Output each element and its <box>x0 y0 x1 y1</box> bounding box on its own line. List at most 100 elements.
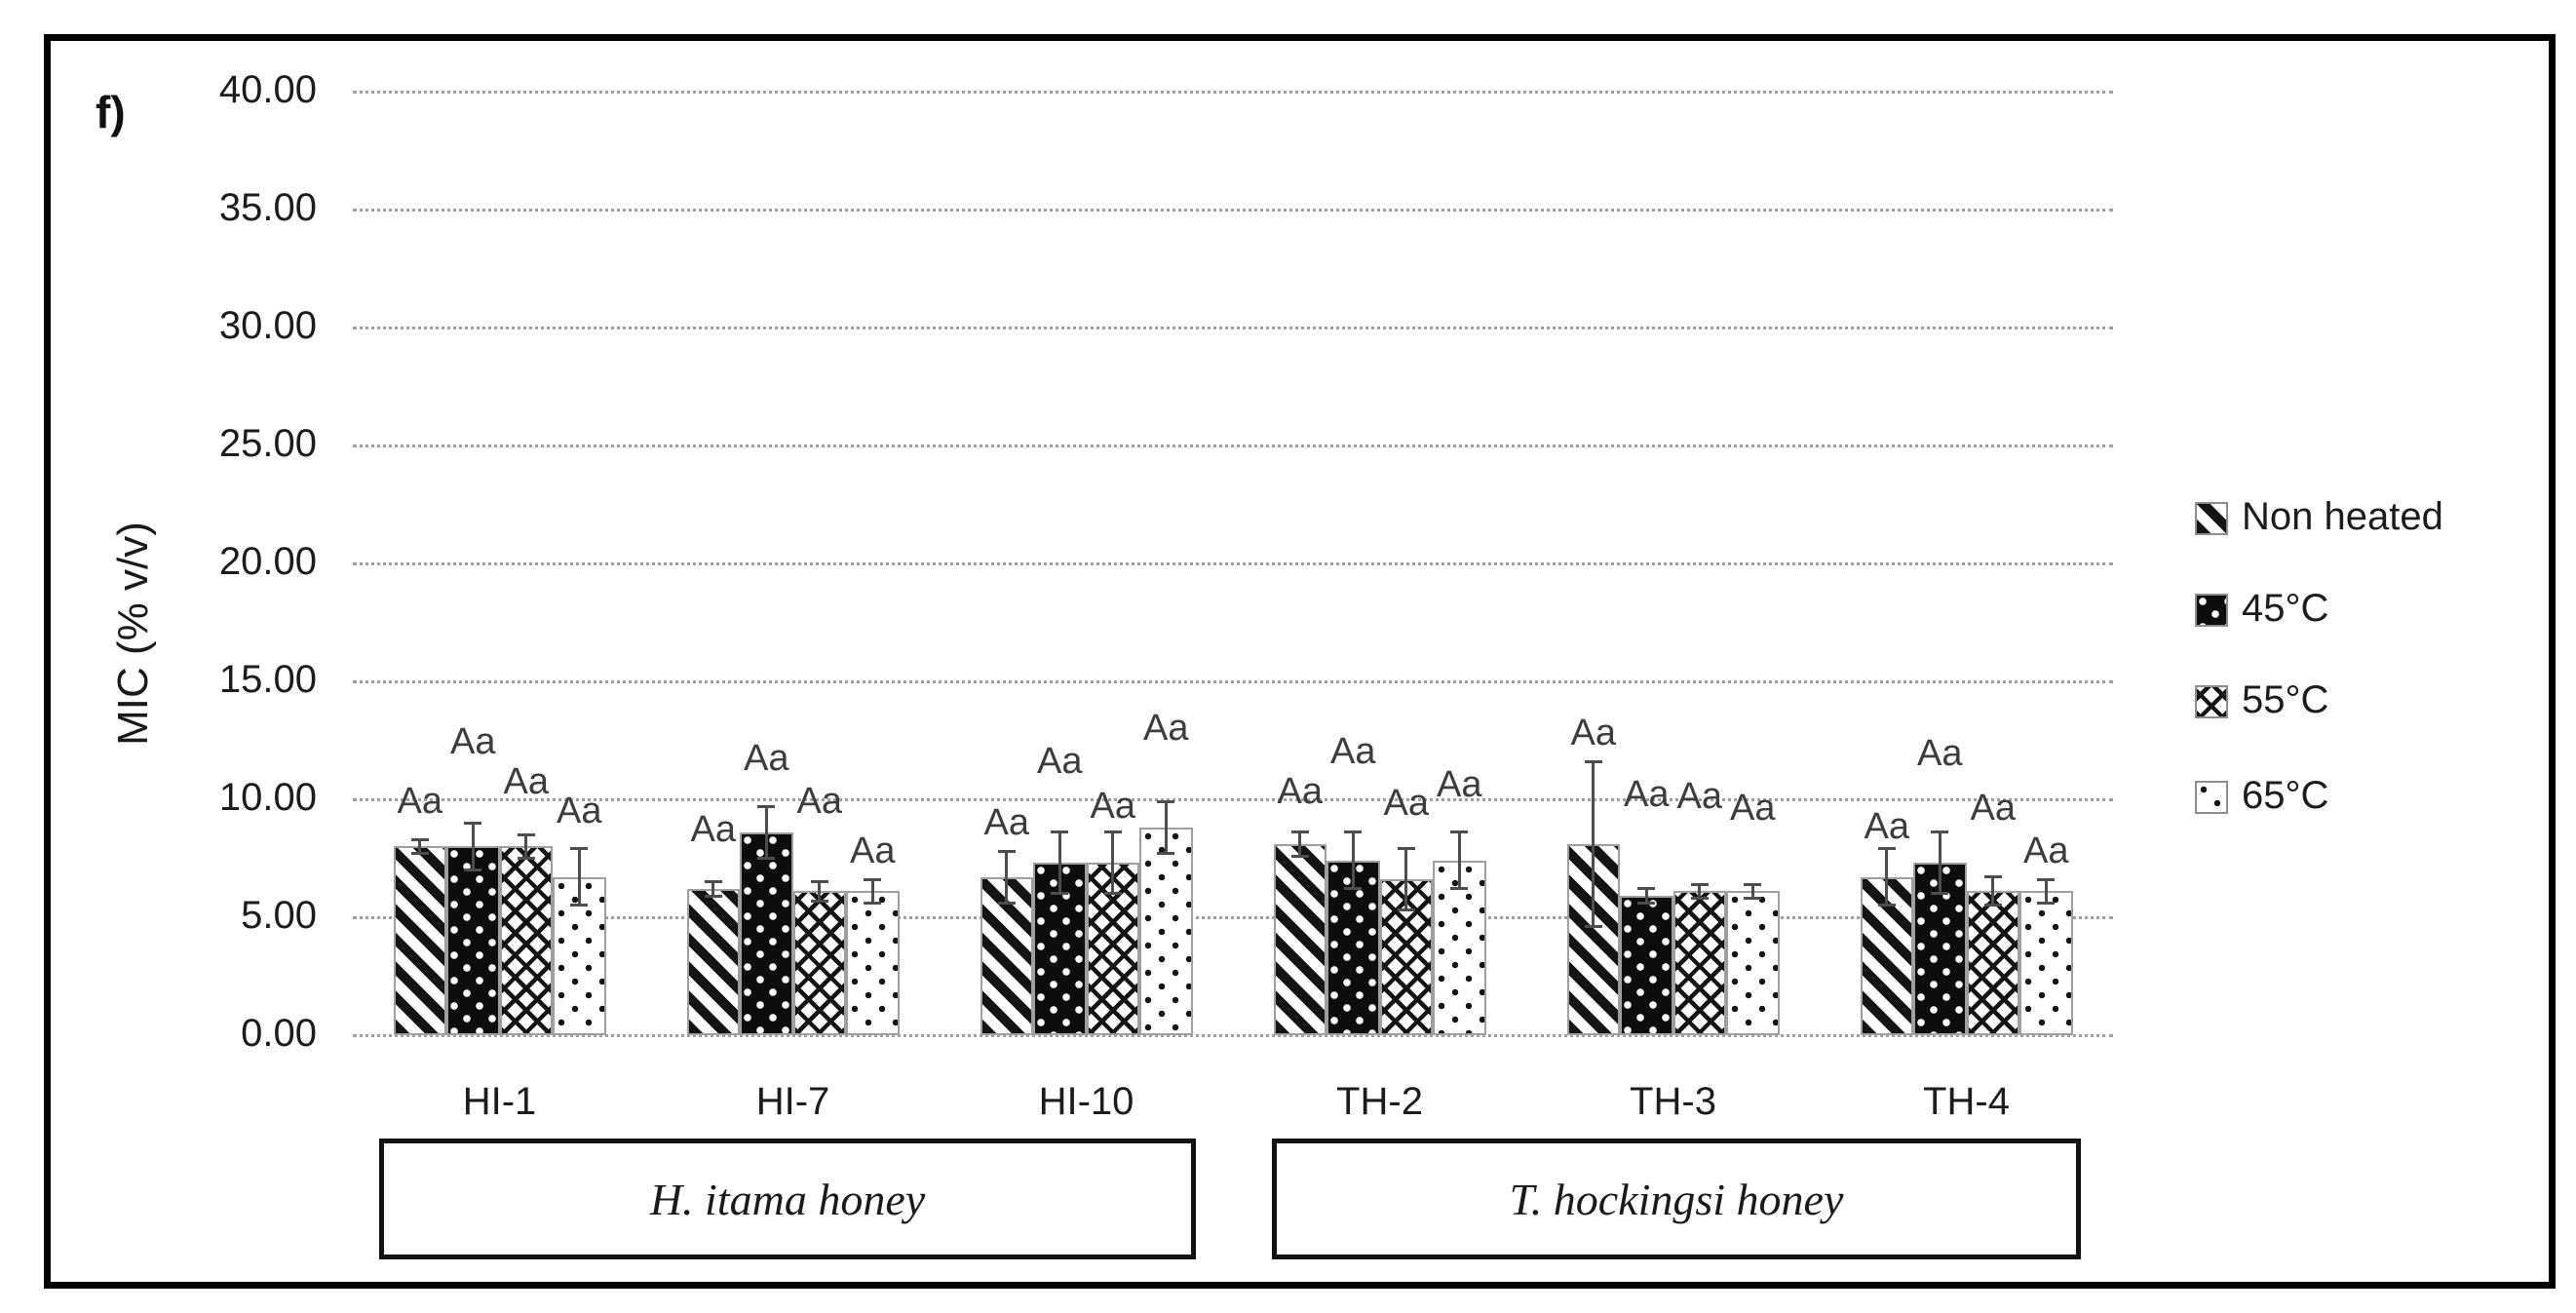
x-tick-label-HI-7: HI-7 <box>755 1080 830 1123</box>
gridline <box>353 1034 2113 1037</box>
gridline <box>353 91 2113 94</box>
error-bar <box>418 839 422 854</box>
bar-HI-1-65°C <box>553 876 606 1035</box>
error-bar-cap <box>2037 901 2056 905</box>
error-bar-cap <box>1931 892 1949 896</box>
error-bar-cap <box>1983 904 2002 908</box>
bar-TH-3-55°C <box>1672 891 1726 1035</box>
error-bar <box>1057 831 1061 894</box>
significance-label: Aa <box>1437 763 1482 805</box>
error-bar-cap <box>1690 882 1709 886</box>
significance-label: Aa <box>983 801 1029 843</box>
error-bar-cap <box>1344 830 1363 834</box>
error-bar <box>1750 884 1754 899</box>
error-bar-cap <box>410 837 429 841</box>
significance-label: Aa <box>1570 712 1616 753</box>
bar-TH-4-45°C <box>1913 863 1967 1035</box>
error-bar-cap <box>1744 897 1762 901</box>
bar-HI-7-55°C <box>792 891 846 1035</box>
error-bar <box>1885 848 1889 906</box>
gridline <box>353 680 2113 683</box>
error-bar <box>1111 831 1115 894</box>
gridline <box>353 916 2113 919</box>
significance-label: Aa <box>744 738 789 780</box>
bar-TH-3-45°C <box>1620 896 1673 1035</box>
error-bar-cap <box>1397 908 1415 912</box>
x-tick-label-HI-10: HI-10 <box>1038 1080 1134 1123</box>
error-bar-cap <box>704 894 722 898</box>
error-bar <box>1698 884 1702 899</box>
panel-label: f) <box>96 87 126 137</box>
significance-label: Aa <box>1624 773 1670 815</box>
error-bar-cap <box>517 832 535 836</box>
legend-swatch-white-black-dots <box>2195 781 2228 814</box>
error-bar <box>1457 831 1461 889</box>
error-bar-cap <box>1877 904 1896 908</box>
legend-label: 45°C <box>2242 587 2329 630</box>
significance-label: Aa <box>1090 785 1135 827</box>
error-bar-cap <box>464 821 482 825</box>
significance-label: Aa <box>1037 740 1083 782</box>
significance-label: Aa <box>450 721 496 763</box>
gridline <box>353 209 2113 212</box>
error-bar-cap <box>997 849 1016 853</box>
error-bar-cap <box>1103 892 1122 896</box>
y-tick-label: 35.00 <box>218 186 317 229</box>
error-bar <box>1404 848 1408 910</box>
error-bar <box>1592 761 1596 927</box>
error-bar-cap <box>1103 830 1122 834</box>
error-bar <box>1938 831 1942 894</box>
error-bar-cap <box>810 880 828 884</box>
y-tick-label: 30.00 <box>218 304 317 347</box>
error-bar-cap <box>864 901 882 905</box>
error-bar-cap <box>1584 925 1602 929</box>
legend-label: 65°C <box>2242 774 2329 817</box>
error-bar-cap <box>1344 887 1363 891</box>
error-bar-cap <box>1637 901 1656 905</box>
error-bar-cap <box>570 847 589 851</box>
error-bar <box>471 823 475 870</box>
error-bar-cap <box>757 804 776 808</box>
bar-HI-7-Non heated <box>686 888 740 1035</box>
error-bar-cap <box>570 904 589 908</box>
y-tick-label: 20.00 <box>218 540 317 583</box>
bar-TH-4-65°C <box>2019 891 2073 1035</box>
y-axis-title: MIC (% v/v) <box>109 521 157 746</box>
significance-label: Aa <box>2023 830 2069 871</box>
error-bar-cap <box>1690 897 1709 901</box>
error-bar-cap <box>1051 830 1069 834</box>
error-bar <box>1991 876 1995 906</box>
error-bar-cap <box>1744 882 1762 886</box>
significance-label: Aa <box>1330 731 1376 773</box>
legend-swatch-black-white-dots <box>2195 594 2228 627</box>
error-bar-cap <box>1397 847 1415 851</box>
bar-TH-4-55°C <box>1966 891 2019 1035</box>
error-bar <box>818 881 822 902</box>
significance-label: Aa <box>690 808 736 850</box>
bar-HI-1-45°C <box>446 846 500 1035</box>
x-tick-label-TH-3: TH-3 <box>1630 1080 1716 1123</box>
bar-TH-2-45°C <box>1326 860 1380 1035</box>
error-bar-cap <box>1051 892 1069 896</box>
bar-TH-2-65°C <box>1433 860 1486 1035</box>
error-bar-cap <box>1931 830 1949 834</box>
error-bar-cap <box>864 877 882 881</box>
figure-border <box>44 34 2556 1289</box>
group-box: H. itama honey <box>379 1139 1196 1259</box>
group-box-label: T. hockingsi honey <box>1509 1174 1844 1224</box>
y-tick-label: 5.00 <box>241 894 317 937</box>
error-bar-cap <box>410 852 429 856</box>
error-bar-cap <box>517 857 535 860</box>
error-bar-cap <box>757 857 776 860</box>
error-bar <box>1298 831 1302 857</box>
significance-label: Aa <box>557 790 602 831</box>
error-bar-cap <box>810 899 828 903</box>
gridline <box>353 562 2113 565</box>
significance-label: Aa <box>1970 788 2016 830</box>
bar-HI-1-Non heated <box>393 846 446 1035</box>
error-bar-cap <box>1157 852 1175 856</box>
error-bar-cap <box>997 901 1016 905</box>
error-bar-cap <box>1877 847 1896 851</box>
significance-label: Aa <box>1730 788 1776 830</box>
